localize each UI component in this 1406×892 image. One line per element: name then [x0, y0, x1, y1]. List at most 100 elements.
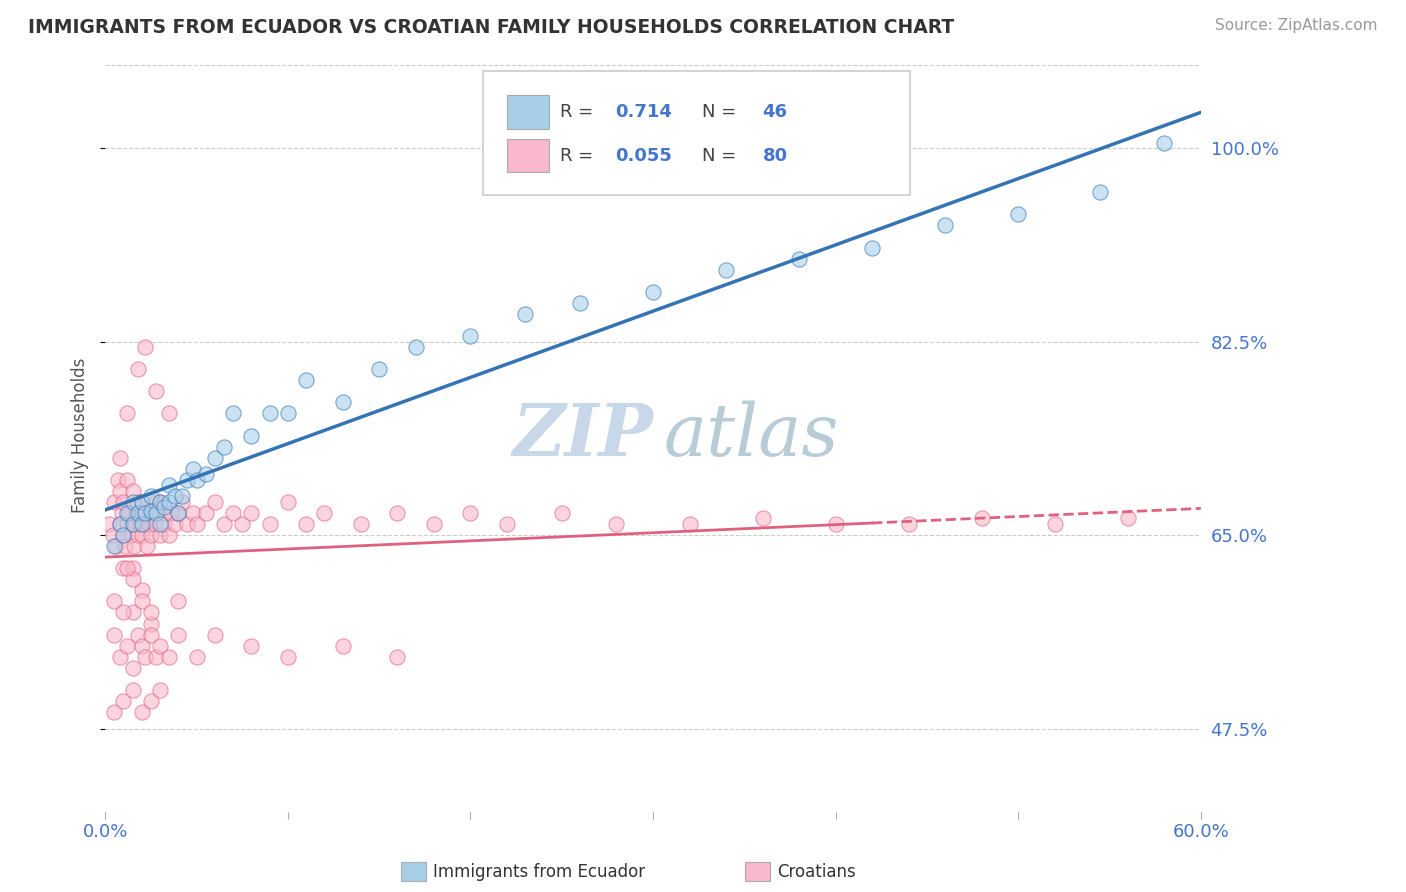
Point: [787, 252, 810, 266]
Point: [167, 627, 190, 641]
Point: [139, 504, 162, 518]
Point: [143, 516, 166, 531]
Point: [176, 516, 198, 531]
Point: [121, 516, 143, 531]
Point: [124, 539, 146, 553]
Point: [277, 495, 299, 509]
Point: [149, 495, 172, 509]
Point: [105, 539, 128, 553]
Point: [112, 561, 135, 575]
Point: [1153, 136, 1175, 150]
Point: [131, 705, 153, 719]
Point: [139, 528, 162, 542]
Point: [103, 705, 125, 719]
Point: [212, 516, 235, 531]
Point: [139, 694, 162, 708]
Text: IMMIGRANTS FROM ECUADOR VS CROATIAN FAMILY HOUSEHOLDS CORRELATION CHART: IMMIGRANTS FROM ECUADOR VS CROATIAN FAMI…: [28, 18, 955, 37]
Point: [204, 450, 226, 465]
Point: [127, 506, 149, 520]
Point: [176, 473, 198, 487]
Text: R =: R =: [560, 147, 599, 165]
Point: [332, 639, 354, 653]
Point: [387, 649, 409, 664]
Point: [860, 241, 883, 255]
Point: [824, 516, 846, 531]
Point: [131, 639, 153, 653]
Point: [259, 516, 281, 531]
Point: [115, 639, 138, 653]
Point: [515, 307, 537, 321]
Point: [155, 506, 177, 520]
FancyBboxPatch shape: [508, 95, 548, 128]
Point: [167, 506, 190, 520]
Point: [131, 583, 153, 598]
Point: [350, 516, 373, 531]
Point: [121, 661, 143, 675]
Point: [405, 340, 427, 354]
Point: [121, 516, 143, 531]
Point: [170, 489, 193, 503]
Point: [139, 489, 162, 503]
Point: [240, 639, 263, 653]
Point: [103, 495, 125, 509]
Point: [115, 506, 138, 520]
Point: [139, 616, 162, 631]
Point: [131, 516, 153, 531]
Point: [139, 627, 162, 641]
Point: [108, 450, 131, 465]
Point: [460, 329, 482, 343]
Point: [231, 516, 253, 531]
Point: [108, 516, 131, 531]
Point: [101, 528, 124, 542]
Point: [131, 495, 153, 509]
Point: [277, 649, 299, 664]
Point: [157, 528, 180, 542]
Text: 0.714: 0.714: [614, 103, 672, 121]
Point: [142, 506, 165, 520]
Text: ZIP: ZIP: [512, 400, 652, 471]
Point: [1007, 207, 1029, 221]
Point: [181, 506, 204, 520]
Point: [222, 407, 245, 421]
Point: [115, 516, 138, 531]
Point: [121, 572, 143, 586]
Point: [134, 649, 156, 664]
Point: [204, 627, 226, 641]
Text: N =: N =: [703, 103, 742, 121]
Point: [1090, 186, 1112, 200]
Point: [121, 682, 143, 697]
Point: [134, 506, 156, 520]
Point: [157, 478, 180, 492]
Point: [163, 489, 186, 503]
Point: [934, 219, 956, 233]
Point: [111, 506, 134, 520]
Point: [145, 495, 167, 509]
Point: [167, 594, 190, 608]
Point: [103, 539, 125, 553]
Point: [145, 384, 167, 399]
Point: [204, 495, 226, 509]
Point: [295, 516, 318, 531]
Point: [496, 516, 519, 531]
Point: [332, 395, 354, 409]
Point: [138, 516, 160, 531]
Point: [970, 511, 993, 525]
Point: [131, 528, 153, 542]
Point: [157, 649, 180, 664]
Point: [240, 428, 263, 442]
Point: [121, 483, 143, 498]
Point: [132, 516, 155, 531]
Point: [181, 461, 204, 475]
Point: [107, 473, 129, 487]
Point: [120, 528, 142, 542]
Point: [212, 440, 235, 454]
Point: [131, 495, 153, 509]
Text: N =: N =: [703, 147, 742, 165]
Point: [551, 506, 574, 520]
Point: [678, 516, 700, 531]
Point: [259, 407, 281, 421]
Point: [186, 516, 208, 531]
Point: [160, 506, 183, 520]
Text: Immigrants from Ecuador: Immigrants from Ecuador: [433, 863, 645, 881]
Point: [127, 528, 149, 542]
